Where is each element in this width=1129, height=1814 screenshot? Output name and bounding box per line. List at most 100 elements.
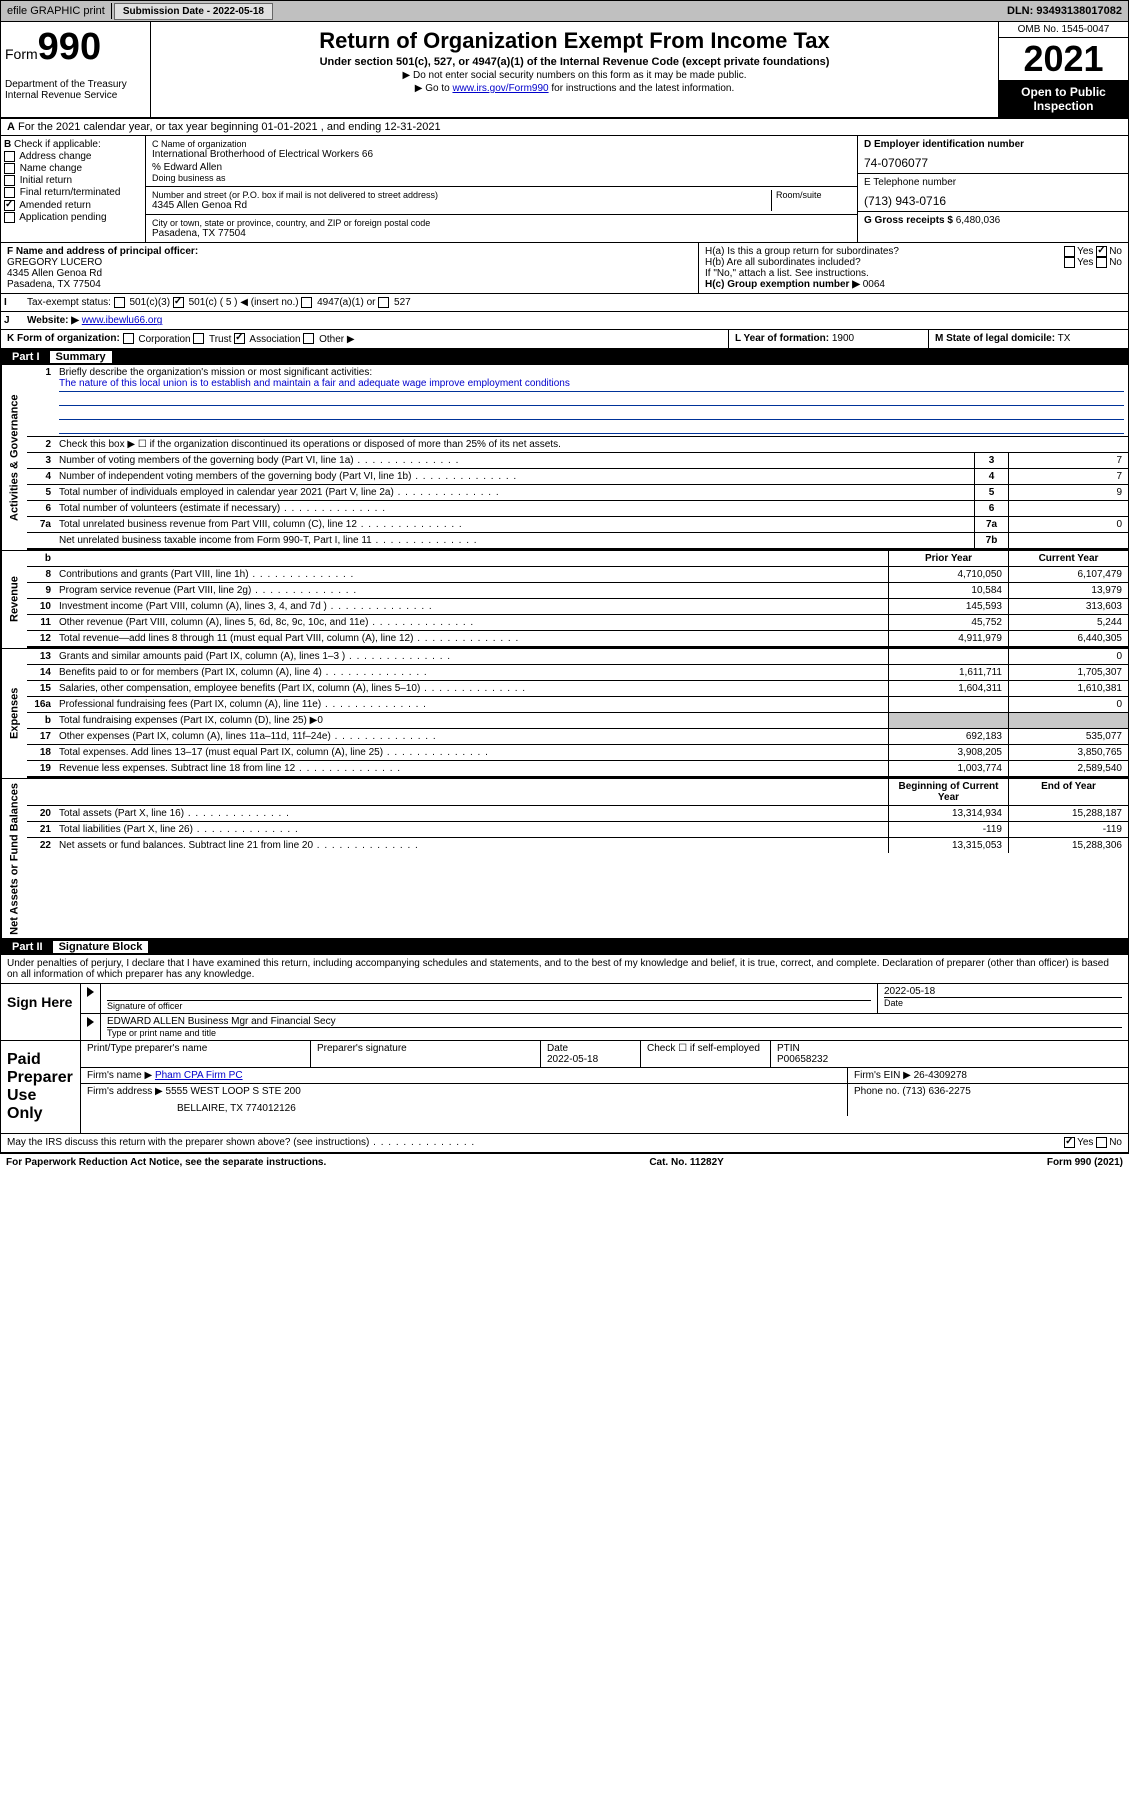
m-cell: M State of legal domicile: TX [928, 330, 1128, 347]
col-b: B Check if applicable: Address change Na… [1, 136, 146, 242]
table-row: bTotal fundraising expenses (Part IX, co… [27, 713, 1128, 729]
b-checkbox[interactable] [4, 163, 15, 174]
hb-no-checkbox[interactable] [1096, 257, 1107, 268]
firm-name-link[interactable]: Pham CPA Firm PC [155, 1070, 243, 1081]
col-d-e-g: D Employer identification number 74-0706… [858, 136, 1128, 242]
triangle-icon [87, 987, 94, 997]
m-label: M State of legal domicile: [935, 333, 1055, 344]
submission-date-button[interactable]: Submission Date - 2022-05-18 [114, 3, 273, 20]
discuss-no-checkbox[interactable] [1096, 1137, 1107, 1148]
e-label: E Telephone number [864, 177, 1122, 188]
ptin-value: P00658232 [777, 1054, 1122, 1065]
i-label: Tax-exempt status: [27, 297, 111, 308]
l-cell: L Year of formation: 1900 [728, 330, 928, 347]
department-label: Department of the Treasury Internal Reve… [5, 79, 146, 101]
i-checkbox[interactable] [114, 297, 125, 308]
triangle-icon [87, 1017, 94, 1027]
section-side-label: Net Assets or Fund Balances [1, 779, 27, 939]
website-link[interactable]: www.ibewlu66.org [82, 315, 163, 326]
k-checkbox[interactable] [193, 333, 204, 344]
ptin-label: PTIN [777, 1043, 1122, 1054]
sig-date: 2022-05-18 [884, 986, 1122, 997]
prep-check-label: Check ☐ if self-employed [647, 1043, 764, 1054]
table-row: 4Number of independent voting members of… [27, 469, 1128, 485]
dln-label: DLN: 93493138017082 [1001, 3, 1128, 19]
b-checkbox[interactable] [4, 151, 15, 162]
section-body: 13Grants and similar amounts paid (Part … [27, 649, 1128, 778]
discuss-label: May the IRS discuss this return with the… [7, 1137, 1064, 1148]
b-label: Check if applicable: [14, 139, 101, 150]
k-option: Association [234, 334, 303, 345]
b-checkbox[interactable] [4, 175, 15, 186]
table-row: 12Total revenue—add lines 8 through 11 (… [27, 631, 1128, 648]
header-left: Form990 Department of the Treasury Inter… [1, 22, 151, 117]
b-checkbox[interactable] [4, 212, 15, 223]
b-check-item: Application pending [4, 212, 142, 223]
i-option: 501(c)(3) [114, 297, 173, 308]
i-option: 4947(a)(1) or [301, 297, 378, 308]
i-checkbox[interactable] [173, 297, 184, 308]
h-cell: H(a) Is this a group return for subordin… [698, 243, 1128, 293]
table-row: 2Check this box ▶ ☐ if the organization … [27, 437, 1128, 453]
paid-preparer-table: Paid Preparer Use Only Print/Type prepar… [1, 1040, 1128, 1133]
firm-addr-label: Firm's address ▶ [87, 1086, 163, 1097]
table-row: 13Grants and similar amounts paid (Part … [27, 649, 1128, 665]
hc-label: H(c) Group exemption number ▶ [705, 279, 860, 290]
e-cell: E Telephone number (713) 943-0716 [858, 174, 1128, 212]
k-checkbox[interactable] [234, 333, 245, 344]
table-row: 11Other revenue (Part VIII, column (A), … [27, 615, 1128, 631]
phone-value: (713) 943-0716 [864, 194, 1122, 208]
i-checkbox[interactable] [378, 297, 389, 308]
discuss-yes-checkbox[interactable] [1064, 1137, 1075, 1148]
section-side-label: Activities & Governance [1, 365, 27, 550]
part-i-name: Summary [50, 351, 112, 363]
i-checkbox[interactable] [301, 297, 312, 308]
form-num: 990 [38, 26, 101, 68]
d-cell: D Employer identification number 74-0706… [858, 136, 1128, 174]
form-number: Form990 [5, 26, 146, 69]
firm-phone: (713) 636-2275 [902, 1086, 970, 1097]
form-word: Form [5, 46, 38, 62]
hb-yes-checkbox[interactable] [1064, 257, 1075, 268]
m-value: TX [1058, 333, 1071, 344]
firm-addr1: 5555 WEST LOOP S STE 200 [166, 1086, 301, 1097]
note-ssn: Do not enter social security numbers on … [159, 70, 990, 81]
b-checkbox[interactable] [4, 187, 15, 198]
ha-yes-checkbox[interactable] [1064, 246, 1075, 257]
b-checkbox[interactable] [4, 200, 15, 211]
table-row: 19Revenue less expenses. Subtract line 1… [27, 761, 1128, 778]
c-city-cell: City or town, state or province, country… [146, 215, 857, 242]
ha-no-checkbox[interactable] [1096, 246, 1107, 257]
prep-name-label: Print/Type preparer's name [87, 1043, 304, 1054]
c-name-label: C Name of organization [152, 139, 851, 149]
prep-date: 2022-05-18 [547, 1054, 634, 1065]
c-addr-cell: Number and street (or P.O. box if mail i… [146, 187, 857, 215]
header-right: OMB No. 1545-0047 2021 Open to Public In… [998, 22, 1128, 117]
hb-label: H(b) Are all subordinates included? [705, 257, 861, 268]
g-label: G Gross receipts $ [864, 215, 953, 226]
firm-ein-label: Firm's EIN ▶ [854, 1070, 911, 1081]
section-header-row: Beginning of Current YearEnd of Year [27, 779, 1128, 806]
k-checkbox[interactable] [123, 333, 134, 344]
part-ii-title: Part II [6, 941, 49, 953]
part-i-title: Part I [6, 351, 46, 363]
sign-here-table: Sign Here Signature of officer 2022-05-1… [1, 983, 1128, 1040]
k-cell: K Form of organization: Corporation Trus… [1, 330, 728, 347]
k-checkbox[interactable] [303, 333, 314, 344]
table-row: 21Total liabilities (Part X, line 26)-11… [27, 822, 1128, 838]
c-name-cell: C Name of organization International Bro… [146, 136, 857, 187]
table-row: 20Total assets (Part X, line 16)13,314,9… [27, 806, 1128, 822]
discuss-no: No [1109, 1138, 1122, 1149]
room-label: Room/suite [776, 190, 851, 200]
footer-mid: Cat. No. 11282Y [649, 1157, 723, 1168]
omb-number: OMB No. 1545-0047 [999, 22, 1128, 38]
care-of: % Edward Allen [152, 162, 851, 173]
row-i: I Tax-exempt status: 501(c)(3) 501(c) ( … [0, 294, 1129, 312]
irs-link[interactable]: www.irs.gov/Form990 [452, 83, 548, 94]
efile-label: efile GRAPHIC print [1, 3, 112, 19]
section-body: bPrior YearCurrent Year8Contributions an… [27, 551, 1128, 648]
b-check-item: Final return/terminated [4, 187, 142, 198]
j-label: Website: ▶ [27, 315, 79, 326]
j-cell: Website: ▶ www.ibewlu66.org [21, 312, 1128, 329]
ha-no: No [1109, 246, 1122, 257]
